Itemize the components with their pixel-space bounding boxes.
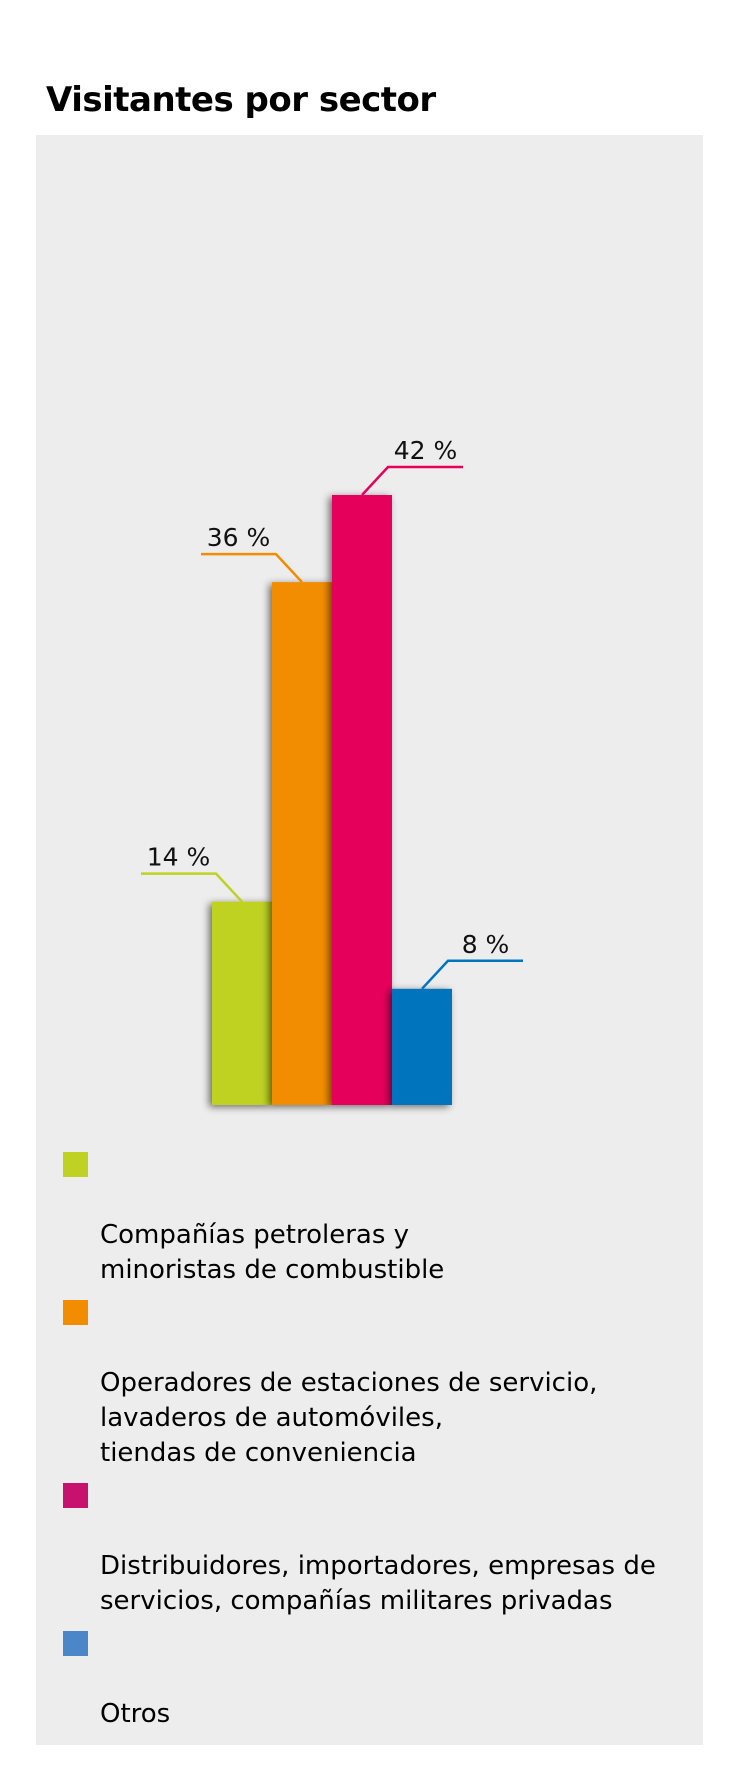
legend-item-oil-companies: Compañías petroleras y minoristas de com… — [63, 1148, 693, 1288]
leader-line-2 — [361, 465, 463, 496]
value-label-2: 42 % — [394, 436, 458, 465]
bar-1 — [272, 582, 332, 1105]
legend-item-service-stations: Operadores de estaciones de servicio, la… — [63, 1296, 693, 1471]
bar-chart: 14 % 36 % 42 % 8 % — [141, 436, 523, 1105]
chart-legend: Compañías petroleras y minoristas de com… — [63, 1148, 693, 1740]
value-label-1: 36 % — [207, 523, 271, 552]
bar-3 — [392, 988, 452, 1105]
legend-label: Otros — [100, 1699, 171, 1729]
legend-swatch — [63, 1483, 88, 1508]
legend-swatch — [63, 1152, 88, 1177]
leader-line-0 — [141, 872, 243, 903]
leader-line-3 — [421, 959, 523, 990]
legend-label: Distribuidores, importadores, empresas d… — [100, 1551, 656, 1616]
legend-swatch — [63, 1300, 88, 1325]
value-label-3: 8 % — [462, 930, 510, 959]
leader-line-1 — [201, 552, 303, 583]
value-label-0: 14 % — [147, 843, 211, 872]
legend-label: Operadores de estaciones de servicio, la… — [100, 1368, 598, 1468]
legend-swatch — [63, 1631, 88, 1656]
chart-panel: 14 % 36 % 42 % 8 % Compañías petroleras y m… — [36, 135, 703, 1745]
legend-item-others: Otros — [63, 1627, 693, 1732]
bar-0 — [212, 901, 272, 1105]
chart-title: Visitantes por sector — [46, 80, 436, 120]
bar-2 — [332, 495, 392, 1105]
legend-item-distributors: Distribuidores, importadores, empresas d… — [63, 1479, 693, 1619]
bars-group — [212, 495, 452, 1105]
value-labels-group: 14 % 36 % 42 % 8 % — [141, 436, 523, 990]
legend-label: Compañías petroleras y minoristas de com… — [100, 1220, 445, 1285]
